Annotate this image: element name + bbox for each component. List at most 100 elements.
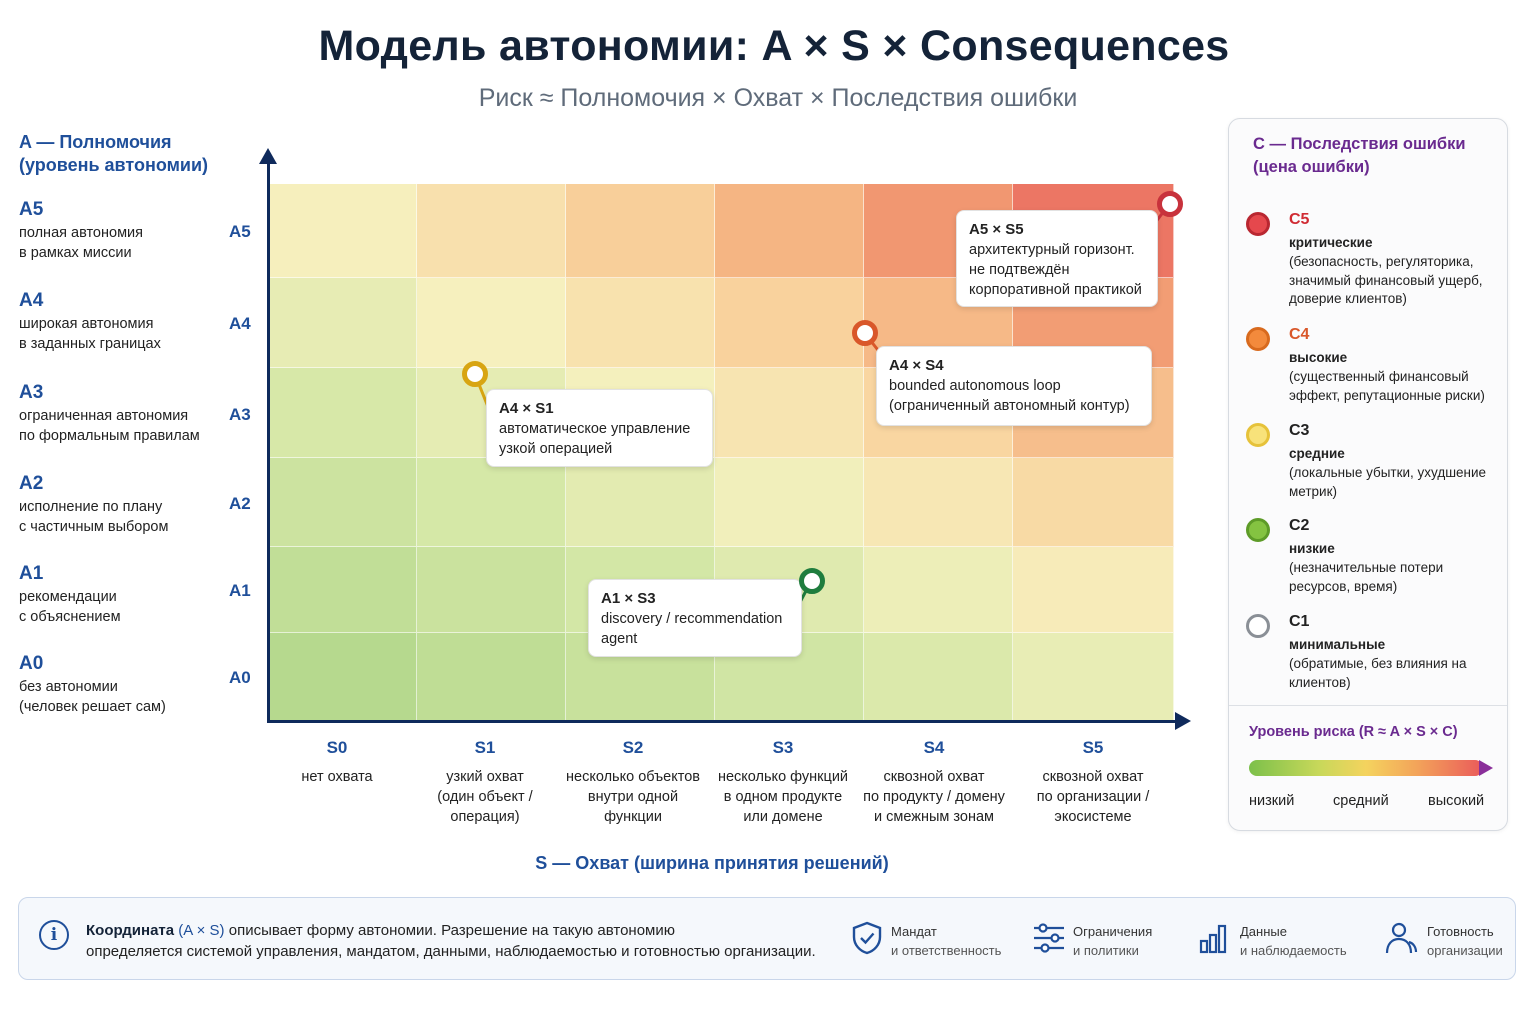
a-level-desc-line: исполнение по плану — [19, 499, 163, 515]
s-level-desc-line: или домене — [743, 809, 823, 825]
heatmap-cell — [417, 633, 566, 721]
x-axis-arrow-icon — [1175, 712, 1191, 730]
a-level-desc-line: полная автономия — [19, 225, 143, 241]
shield-icon — [852, 921, 882, 955]
callout-title: A1 × S3 — [601, 590, 656, 607]
callout-line: не подтвеждён — [969, 262, 1070, 278]
risk-label-mid: средний — [1333, 793, 1389, 809]
a-level-a5: A5 полная автономия в рамках миссии — [19, 199, 229, 263]
callout-line: bounded autonomous loop — [889, 378, 1061, 394]
footer-label-policies: Ограничения и политики — [1073, 922, 1152, 960]
heatmap-cell — [864, 633, 1013, 721]
legend-heading: C — Последствия ошибки (цена ошибки) — [1253, 133, 1503, 179]
s-level-desc-line: несколько объектов — [566, 769, 700, 785]
consequences-legend: C — Последствия ошибки (цена ошибки) C5 … — [1228, 118, 1508, 831]
s-level-code: S3 — [772, 738, 794, 757]
legend-code: C3 — [1289, 422, 1310, 439]
heatmap-cell — [268, 458, 417, 547]
legend-code: C2 — [1289, 517, 1310, 534]
a-tick-label: A0 — [229, 668, 251, 687]
legend-desc: (локальные убытки, ухудшение метрик) — [1289, 465, 1487, 499]
a-level-desc: ограниченная автономия по формальным прав… — [19, 407, 229, 446]
s-level-desc: нет охвата — [262, 767, 412, 787]
a-level-code: A4 — [19, 290, 44, 311]
risk-arrow-icon — [1479, 760, 1493, 776]
callout-line: автоматическое управление — [499, 421, 691, 437]
footer-label-line1: Данные — [1240, 924, 1287, 939]
a-level-desc: рекомендации с объяснением — [19, 588, 229, 627]
footer-label-line2: и наблюдаемость — [1240, 943, 1347, 958]
heatmap-cell — [566, 458, 715, 547]
legend-level: критические — [1289, 235, 1373, 250]
legend-desc: (обратимые, без влияния на клиентов) — [1289, 656, 1467, 690]
s-level-desc: несколько функций в одном продукте или дом… — [705, 767, 861, 827]
callout-a1-s3: A1 × S3 discovery / recommendation agent — [588, 579, 802, 657]
risk-scale-heading: Уровень риска (R ≈ A × S × C) — [1249, 724, 1458, 740]
a-level-a0: A0 без автономии (человек решает сам) — [19, 653, 229, 717]
a-level-code: A1 — [19, 563, 44, 584]
marker-a5-s5[interactable] — [1157, 191, 1183, 217]
footer-text-highlight: (A × S) — [178, 922, 225, 939]
footer-text-bold: Координата — [86, 922, 175, 939]
info-icon: i — [39, 920, 69, 950]
s-level-desc-line: и смежным зонам — [874, 809, 994, 825]
high-dot-icon — [1246, 327, 1270, 351]
a-tick-label: A1 — [229, 581, 251, 600]
a-level-desc-line: в заданных границах — [19, 335, 161, 352]
s-level-s1: S1 узкий охват (один объект / операция) — [410, 738, 560, 827]
a-level-code: A3 — [19, 382, 44, 403]
marker-a1-s3[interactable] — [799, 568, 825, 594]
s-level-s0: S0 нет охвата — [262, 738, 412, 787]
callout-title: A4 × S1 — [499, 400, 554, 417]
s-level-desc: сквозной охват по продукту / домену и смеж… — [854, 767, 1014, 827]
a-level-code: A2 — [19, 473, 44, 494]
s-level-desc-line: по продукту / домену — [863, 789, 1005, 805]
heatmap-cell — [864, 547, 1013, 633]
legend-desc: (незначительные потери ресурсов, время) — [1289, 560, 1444, 594]
s-level-desc-line: функции — [604, 809, 662, 825]
s-level-desc-line: сквозной охват — [883, 769, 985, 785]
s-level-s4: S4 сквозной охват по продукту / домену и с… — [854, 738, 1014, 827]
a-tick-label: A4 — [229, 314, 251, 333]
footer-text-rest: определяется системой управления, мандат… — [86, 943, 816, 960]
footer-label-line2: и политики — [1073, 943, 1139, 958]
s-level-desc-line: узкий охват — [446, 769, 524, 785]
callout-line: (ограниченный автономный контур) — [889, 398, 1130, 414]
legend-level: высокие — [1289, 350, 1348, 365]
legend-heading-line2: (цена ошибки) — [1253, 158, 1370, 176]
s-level-desc-line: экосистеме — [1054, 809, 1132, 825]
heatmap-cell — [268, 633, 417, 721]
heatmap-cell — [1013, 633, 1174, 721]
footer-label-line1: Мандат — [891, 924, 937, 939]
s-level-code: S2 — [622, 738, 644, 757]
s-level-desc-line: в одном продукте — [723, 789, 843, 805]
s-level-s3: S3 несколько функций в одном продукте или … — [705, 738, 861, 827]
a-level-desc-line: с объяснением — [19, 608, 121, 625]
legend-code: C4 — [1289, 326, 1310, 343]
heatmap-cell — [566, 184, 715, 278]
risk-label-high: высокий — [1428, 793, 1485, 809]
s-level-desc-line: (один объект / — [437, 789, 533, 805]
a-axis-heading-line2: (уровень автономии) — [19, 155, 209, 175]
heatmap-cell — [1013, 547, 1174, 633]
footer-label-readiness: Готовность организации — [1427, 922, 1503, 960]
minimal-dot-icon — [1246, 614, 1270, 638]
s-level-desc: сквозной охват по организации / экосистеме — [1015, 767, 1171, 827]
callout-line: архитектурный горизонт. — [969, 242, 1135, 258]
footer-text: Координата (A × S) описывает форму автон… — [86, 920, 846, 962]
s-level-desc-line: внутри одной — [587, 789, 679, 805]
callout-title: A4 × S4 — [889, 357, 944, 374]
marker-a4-s4[interactable] — [852, 320, 878, 346]
s-level-code: S0 — [326, 738, 348, 757]
s-level-code: S5 — [1082, 738, 1104, 757]
marker-a4-s1[interactable] — [462, 361, 488, 387]
a-level-a2: A2 исполнение по плану с частичным выборо… — [19, 473, 229, 537]
a-level-a3: A3 ограниченная автономия по формальным п… — [19, 382, 229, 446]
legend-code: C5 — [1289, 211, 1310, 228]
heatmap-cell — [864, 458, 1013, 547]
heatmap-cell — [715, 368, 864, 458]
legend-code: C1 — [1289, 613, 1310, 630]
x-axis-line — [267, 720, 1179, 723]
a-level-desc-line: с частичным выбором — [19, 518, 169, 535]
heatmap-cell — [268, 368, 417, 458]
